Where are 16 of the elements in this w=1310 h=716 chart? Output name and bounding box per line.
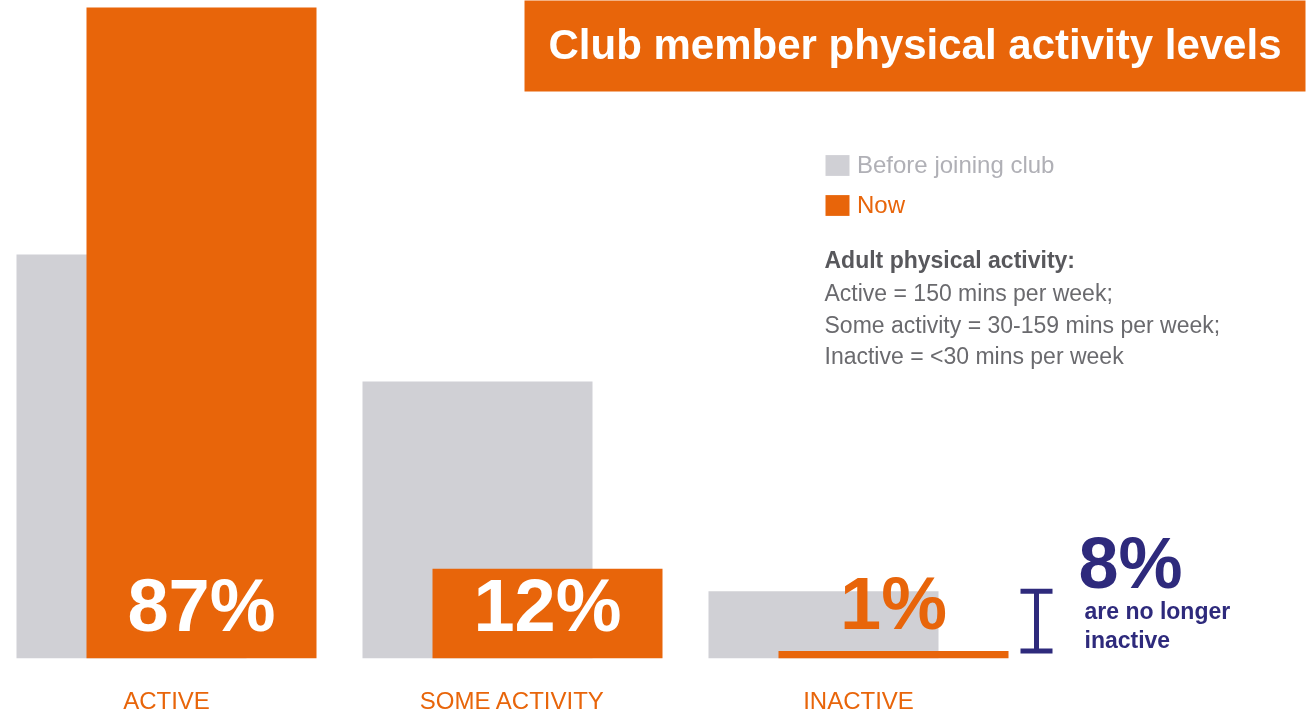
text: are no longer inactive — [1084, 597, 1231, 654]
annotation: Adult physical activity: — [824, 246, 1076, 273]
bar — [778, 651, 1009, 659]
legend-label: Now — [857, 191, 906, 219]
x-tick-label: INACTIVE — [803, 686, 914, 714]
annotation: Inactive = <30 mins per week — [824, 342, 1125, 369]
data-label: 12% — [473, 563, 622, 647]
legend-label: Before joining club — [857, 151, 1055, 179]
chart-title: Club member physical activity levels — [548, 20, 1282, 68]
x-tick-label: ACTIVE — [123, 686, 210, 714]
annotation: Some activity = 30-159 mins per week; — [824, 311, 1221, 338]
x-tick-label: SOME ACTIVITY — [419, 686, 604, 714]
bar — [86, 7, 317, 659]
data-label: 87% — [127, 563, 276, 647]
annotation: Active = 150 mins per week; — [824, 279, 1113, 306]
data-label: 1% — [840, 562, 947, 646]
